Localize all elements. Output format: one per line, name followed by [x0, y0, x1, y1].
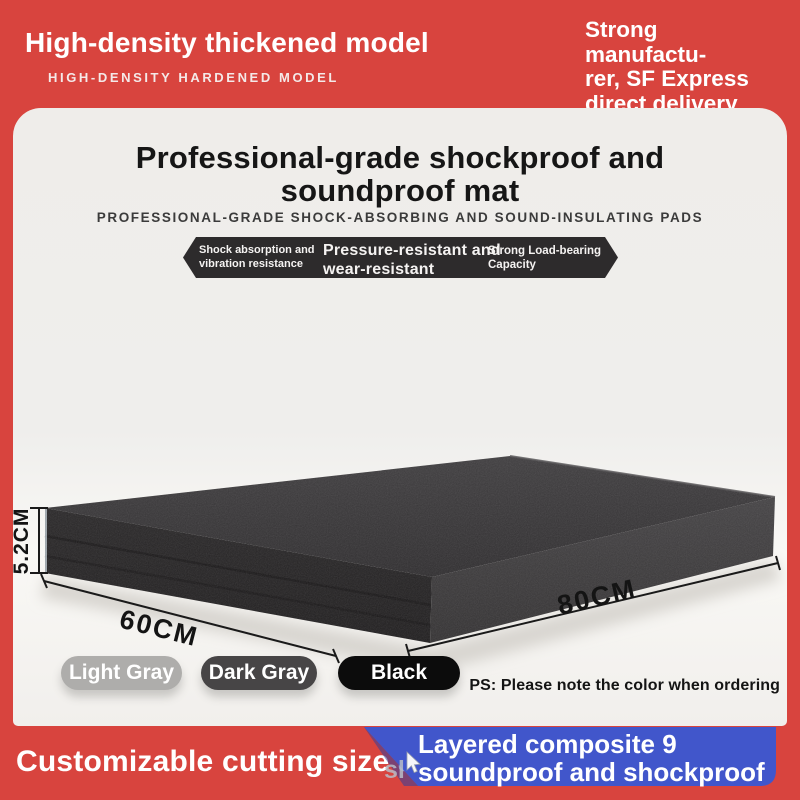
blue-banner-line2: soundproof and shockproof	[418, 757, 765, 787]
footer-blue-banner: Layered composite 9 soundproof and shock…	[364, 727, 776, 786]
blue-banner-text: Layered composite 9 soundproof and shock…	[418, 730, 765, 786]
product-card: Professional-grade shockproof and soundp…	[10, 108, 787, 726]
top-banner-title: High-density thickened model	[25, 27, 429, 58]
product-subtitle: PROFESSIONAL-GRADE SHOCK-ABSORBING AND S…	[96, 210, 704, 225]
delivery-note: Strong manufactu- rer, SF Express direct…	[585, 17, 770, 116]
ps-note: PS: Please note the color when ordering	[469, 677, 780, 694]
delivery-note-line: Strong manufactu-	[585, 17, 707, 67]
feature-badge-load: Strong Load-bearing Capacity	[488, 244, 601, 272]
badge-line: Pressure-resistant and	[323, 242, 501, 259]
badge-line: Shock absorption and	[199, 244, 315, 256]
product-title-line2: soundproof mat	[280, 173, 520, 208]
top-banner-subtitle: HIGH-DENSITY HARDENED MODEL	[48, 70, 339, 85]
badge-line: wear-resistant	[323, 261, 435, 278]
product-title-line1: Professional-grade shockproof and	[135, 140, 665, 175]
dimension-line-height	[30, 507, 48, 574]
delivery-note-line: rer, SF Express	[585, 66, 749, 91]
product-photo-foam-mat	[30, 455, 781, 673]
feature-badge-bar: Shock absorption and vibration resistanc…	[183, 237, 618, 278]
blue-banner-line1: Layered composite 9	[418, 729, 677, 759]
color-option-black[interactable]: Black	[338, 656, 460, 690]
badge-line: vibration resistance	[199, 257, 303, 270]
blue-banner-shape	[364, 727, 776, 786]
mouse-cursor-icon	[406, 751, 421, 774]
product-title: Professional-grade shockproof and soundp…	[13, 141, 787, 207]
badge-line: Capacity	[488, 259, 536, 271]
feature-badge-shock: Shock absorption and vibration resistanc…	[199, 244, 315, 271]
dimension-line-length	[405, 555, 781, 659]
dimension-line-width	[40, 573, 340, 664]
dimension-label-height: 5.2CM	[10, 507, 33, 575]
watermark-text: sl	[384, 756, 405, 784]
color-option-dark-gray[interactable]: Dark Gray	[201, 656, 317, 690]
badge-line: Strong Load-bearing	[488, 245, 602, 257]
color-option-light-gray[interactable]: Light Gray	[61, 656, 182, 690]
feature-badge-pressure: Pressure-resistant and wear-resistant	[323, 241, 501, 279]
